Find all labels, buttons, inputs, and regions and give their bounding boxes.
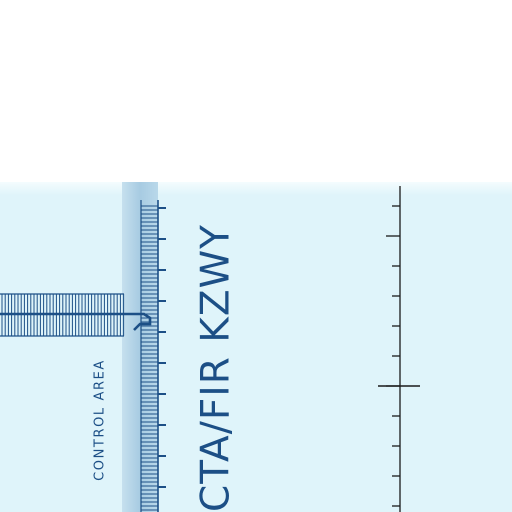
boundary-band	[122, 182, 158, 512]
airway-corridor	[0, 293, 152, 337]
boundary-ticks	[158, 207, 166, 488]
control-area-label: CONTROL AREA	[92, 359, 108, 481]
water-area	[0, 182, 512, 512]
boundary-hatching	[141, 205, 158, 511]
airspace-label: CTA/FIR KZWY	[193, 224, 239, 512]
latitude-scale-line	[378, 186, 420, 512]
land-area	[0, 0, 512, 182]
